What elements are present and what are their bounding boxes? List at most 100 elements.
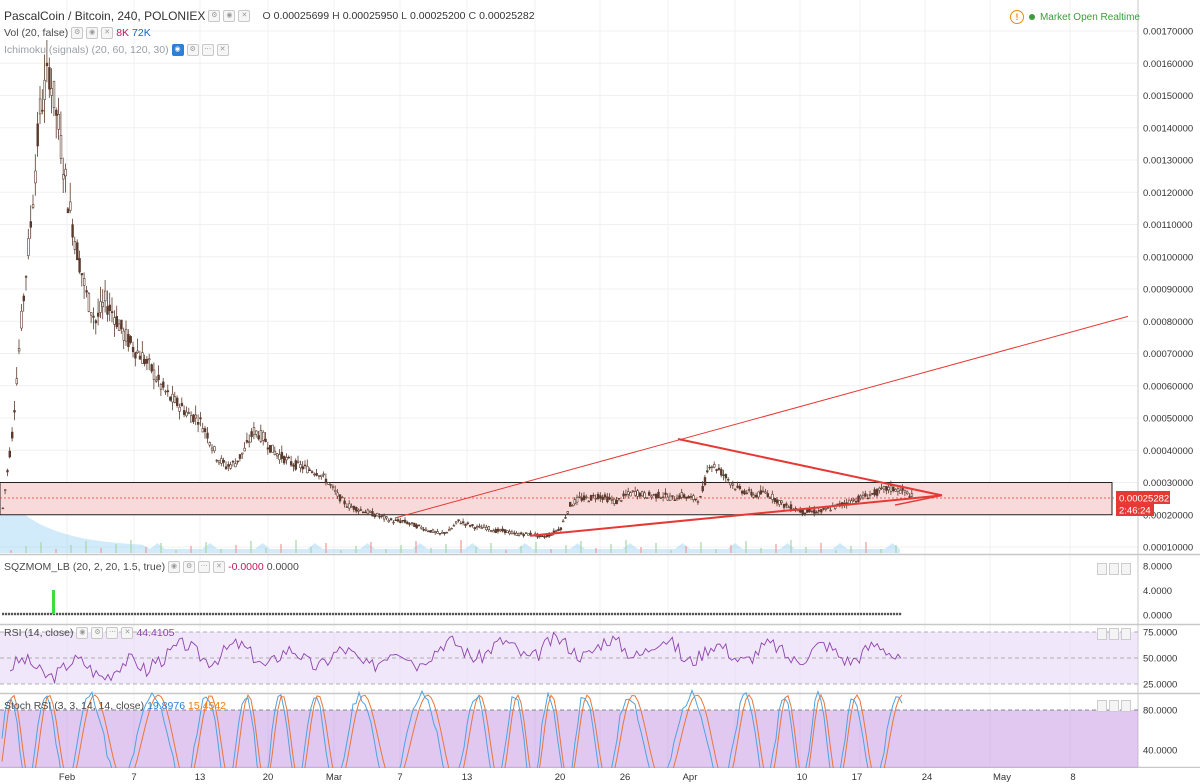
sqz-dot bbox=[185, 612, 188, 616]
sqz-dot bbox=[143, 612, 146, 616]
price-tick-label: 0.00160000 bbox=[1143, 59, 1193, 70]
stoch-label[interactable]: Stoch RSI (3, 3, 14, 14, close) bbox=[4, 700, 145, 712]
settings-icon[interactable]: ⚙ bbox=[71, 27, 84, 39]
candle-body bbox=[578, 496, 581, 498]
sqz-dot bbox=[734, 612, 737, 616]
countdown-label: 2:46:24 bbox=[1119, 505, 1151, 516]
sqz-dot bbox=[803, 612, 806, 616]
sqz-dot bbox=[749, 612, 752, 616]
sqz-dot bbox=[251, 612, 254, 616]
candle-body bbox=[752, 494, 756, 498]
candle-body bbox=[271, 444, 274, 453]
volume-bar bbox=[715, 549, 717, 553]
candle-body bbox=[568, 501, 572, 507]
visibility-icon[interactable]: ◉ bbox=[223, 10, 236, 22]
sqz-dot bbox=[359, 612, 362, 616]
sqz-dot bbox=[872, 612, 875, 616]
visibility-icon[interactable]: ◉ bbox=[171, 44, 184, 56]
alert-icon[interactable]: ! bbox=[1009, 10, 1024, 24]
sqz-dot bbox=[830, 612, 833, 616]
sqz-label[interactable]: SQZMOM_LB (20, 2, 20, 1.5, true) bbox=[4, 561, 166, 573]
close-icon[interactable]: ✕ bbox=[121, 627, 134, 639]
volume-bar bbox=[355, 546, 357, 553]
rsi-label[interactable]: RSI (14, close) bbox=[4, 627, 74, 639]
sqz-dot bbox=[512, 612, 515, 616]
candle-body bbox=[466, 522, 470, 524]
close-icon[interactable]: ✕ bbox=[216, 44, 229, 56]
stoch-pane-buttons[interactable] bbox=[1097, 700, 1131, 712]
sqz-dot bbox=[38, 612, 41, 616]
volume-bar bbox=[145, 547, 147, 553]
sqz-dot bbox=[398, 612, 401, 616]
sqz-dot bbox=[230, 612, 233, 616]
volume-bar bbox=[115, 544, 117, 553]
candle-body bbox=[813, 509, 816, 514]
candle-body bbox=[541, 535, 544, 538]
symbol-title[interactable]: PascalCoin / Bitcoin, 240, POLONIEX bbox=[4, 9, 206, 23]
volume-bar bbox=[205, 542, 207, 553]
sqz-dot bbox=[809, 612, 812, 616]
sqz-dot bbox=[353, 612, 356, 616]
sqz-dot bbox=[101, 612, 104, 616]
candle-body bbox=[55, 109, 58, 116]
candle-body bbox=[473, 527, 476, 530]
candle-body bbox=[571, 505, 574, 507]
sqz-dot bbox=[704, 612, 707, 616]
candle-body bbox=[138, 355, 142, 360]
settings-icon[interactable]: ⚙ bbox=[186, 44, 199, 56]
close-icon[interactable]: ✕ bbox=[101, 27, 114, 39]
close-icon[interactable]: ✕ bbox=[238, 10, 251, 22]
sqz-dot bbox=[92, 612, 95, 616]
more-icon[interactable]: ⋯ bbox=[198, 561, 211, 573]
visibility-icon[interactable]: ◉ bbox=[86, 27, 99, 39]
sqz-dot bbox=[839, 612, 842, 616]
sqz-dot bbox=[122, 612, 125, 616]
candle-body bbox=[15, 378, 18, 385]
candle-body bbox=[322, 473, 325, 476]
candle-body bbox=[754, 494, 758, 498]
candle-body bbox=[66, 208, 70, 214]
candle-body bbox=[69, 201, 72, 211]
sqz-pane-buttons[interactable] bbox=[1097, 563, 1131, 575]
candle-body bbox=[634, 491, 637, 496]
rsi-pane-buttons[interactable] bbox=[1097, 628, 1131, 640]
close-icon[interactable]: ✕ bbox=[213, 561, 226, 573]
volume-label[interactable]: Vol (20, false) bbox=[4, 27, 69, 39]
visibility-icon[interactable]: ◉ bbox=[76, 627, 89, 639]
candle-body bbox=[183, 410, 186, 415]
candle-body bbox=[889, 485, 893, 492]
candle-body bbox=[80, 273, 84, 276]
sqz-dot bbox=[719, 612, 722, 616]
candle-body bbox=[266, 447, 270, 450]
market-status[interactable]: ! Market Open Realtime bbox=[1009, 10, 1140, 24]
visibility-icon[interactable]: ◉ bbox=[168, 561, 181, 573]
candle-body bbox=[901, 488, 904, 491]
sqz-dot bbox=[350, 612, 353, 616]
candle-body bbox=[152, 369, 156, 380]
sqz-dot bbox=[656, 612, 659, 616]
settings-icon[interactable]: ⚙ bbox=[91, 627, 104, 639]
sqz-dot bbox=[488, 612, 491, 616]
candle-body bbox=[617, 498, 621, 500]
candle-body bbox=[638, 492, 642, 497]
ichimoku-label[interactable]: Ichimoku (signals) (20, 60, 120, 30) bbox=[4, 44, 169, 56]
sqz-dot bbox=[113, 612, 116, 616]
more-icon[interactable]: ⋯ bbox=[106, 627, 119, 639]
sqz-dot bbox=[77, 612, 80, 616]
settings-icon[interactable]: ⚙ bbox=[183, 561, 196, 573]
sqz-dot bbox=[695, 612, 698, 616]
candle-body bbox=[303, 464, 307, 467]
more-icon[interactable]: ⋯ bbox=[201, 44, 214, 56]
volume-area bbox=[0, 507, 900, 553]
candle-body bbox=[76, 242, 79, 261]
candle-body bbox=[36, 123, 39, 147]
candle-body bbox=[689, 496, 693, 498]
sqz-dot bbox=[752, 612, 755, 616]
candle-body bbox=[210, 447, 214, 451]
price-tick-label: 0.00030000 bbox=[1143, 478, 1193, 489]
sqz-dot bbox=[335, 612, 338, 616]
sqz-dot bbox=[866, 612, 869, 616]
settings-icon[interactable]: ⚙ bbox=[208, 10, 221, 22]
volume-bar bbox=[190, 546, 192, 553]
